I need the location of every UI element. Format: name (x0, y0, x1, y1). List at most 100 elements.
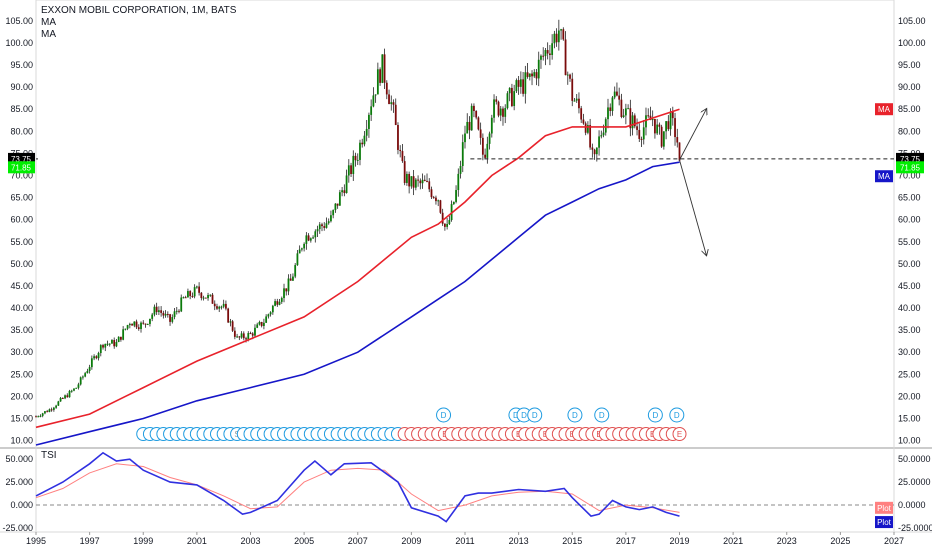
candle-body (79, 377, 82, 385)
candle-body (334, 203, 337, 211)
candle-body (589, 125, 592, 148)
time-tick-label: 2027 (884, 536, 904, 546)
candle-body (48, 409, 51, 412)
candle-body (236, 336, 238, 338)
candle-body (113, 340, 116, 347)
candle-body (595, 147, 598, 155)
candle-body (372, 95, 375, 107)
candle-body (584, 123, 587, 133)
indicator-label-ma-1[interactable]: MA (41, 17, 56, 28)
price-tick-label-right: 25.00 (898, 369, 921, 379)
candle-body (162, 312, 165, 316)
candle-body (459, 166, 462, 174)
candle-body (160, 310, 163, 313)
time-tick-label: 2007 (348, 536, 368, 546)
candle-body (557, 30, 560, 43)
tsi-plot-tag-text: Plot (877, 518, 892, 527)
candle-body (352, 155, 355, 174)
candle-body (300, 248, 303, 250)
tsi-tick-label-left: -25.000 (2, 523, 33, 533)
candle-body (180, 297, 183, 312)
candle-body (75, 387, 78, 389)
candle-body (314, 231, 317, 238)
candle-body (182, 297, 185, 299)
candle-body (647, 115, 650, 117)
time-tick-label: 2009 (401, 536, 421, 546)
candle-body (296, 253, 299, 266)
candle-body (499, 108, 502, 116)
candle-body (359, 142, 361, 160)
price-tick-label-left: 20.00 (10, 391, 33, 401)
candle-body (381, 54, 384, 83)
candle-body (178, 310, 180, 312)
dividend-event-label: D (441, 411, 447, 420)
tsi-tick-label: -25.0000 (898, 523, 932, 533)
moving-average-line-1 (35, 108, 680, 429)
candle-body (385, 82, 388, 95)
earnings-event-label: E (677, 430, 682, 439)
dividend-event-marker-raised (647, 407, 663, 423)
price-tick-label-right: 55.00 (898, 237, 921, 247)
price-tick-label-left: 45.00 (10, 281, 33, 291)
candle-body (173, 311, 176, 318)
candle-body (73, 388, 75, 391)
candle-body (218, 306, 221, 309)
candle-body (350, 165, 352, 174)
candle-body (57, 401, 60, 406)
candle-body (204, 297, 207, 299)
dividend-event-label: D (532, 411, 538, 420)
candle-body (481, 137, 484, 155)
candle-body (265, 316, 268, 323)
candle-body (55, 405, 58, 408)
candle-body (216, 306, 218, 309)
tsi-tick-label: 50.0000 (898, 454, 931, 464)
candle-body (84, 373, 87, 377)
candle-body (187, 291, 189, 298)
candle-body (388, 94, 390, 105)
candle-body (624, 108, 627, 116)
candle-body (86, 370, 89, 374)
candle-body (347, 165, 350, 176)
candle-body (566, 74, 569, 76)
candle-body (59, 397, 62, 402)
candle-body (573, 100, 576, 102)
candle-body (493, 99, 495, 118)
candle-body (111, 340, 113, 344)
candle-body (555, 33, 558, 43)
tsi-pane-label[interactable]: TSI (41, 450, 57, 461)
candle-body (137, 327, 140, 329)
candle-body (88, 367, 91, 371)
candle-body (412, 176, 415, 188)
price-tick-label-right: 100.00 (898, 38, 926, 48)
candle-body (671, 111, 674, 119)
candle-body (294, 265, 297, 277)
candle-body (356, 159, 359, 161)
candle-body (298, 249, 301, 254)
tsi-tick-label: 25.0000 (898, 477, 931, 487)
dividend-event-marker-raised (567, 407, 583, 423)
time-tick-label: 2021 (723, 536, 743, 546)
candle-body (131, 323, 133, 326)
indicator-label-ma-2[interactable]: MA (41, 29, 56, 40)
left-price-tag-2 (8, 161, 35, 174)
earnings-event-marker (672, 427, 687, 441)
candle-body (662, 131, 665, 147)
dividend-event-label: D (521, 411, 527, 420)
candle-body (511, 87, 513, 107)
candle-body (636, 126, 638, 130)
chart-symbol-title: EXXON MOBIL CORPORATION, 1M, BATS (41, 5, 237, 16)
price-tick-label-left: 100.00 (5, 38, 33, 48)
tsi-signal-line (35, 463, 680, 513)
candle-body (95, 356, 98, 359)
price-tick-label-right: 30.00 (898, 347, 921, 357)
candle-body (171, 317, 174, 322)
price-tick-label-right: 85.00 (898, 104, 921, 114)
time-tick-label: 2011 (455, 536, 474, 546)
candle-body (318, 224, 321, 230)
tsi-tick-label-left: 0.000 (10, 500, 33, 510)
candle-body (229, 321, 232, 323)
tsi-tick-label-left: 25.000 (5, 477, 33, 487)
candle-body (540, 55, 542, 60)
candle-body (140, 322, 142, 329)
